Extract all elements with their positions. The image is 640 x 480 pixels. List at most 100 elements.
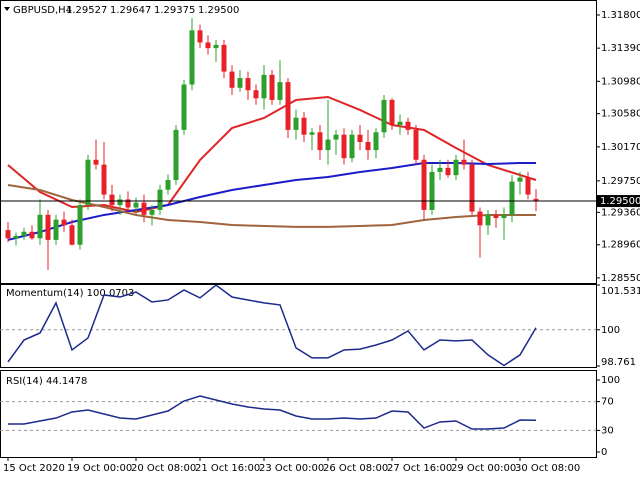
candle-body — [69, 225, 75, 245]
x-tick-label: 30 Oct 08:00 — [515, 463, 580, 474]
candle-body — [253, 90, 259, 99]
candle-body — [77, 205, 83, 245]
candle-body — [365, 141, 371, 151]
y-tick-label: 98.761 — [601, 357, 636, 368]
momentum-title: Momentum(14) 100.0703 — [6, 288, 134, 299]
last-price-label: 1.29500 — [600, 196, 640, 207]
y-tick-label: 30 — [601, 425, 614, 436]
candle-body — [221, 44, 227, 72]
candle-body — [325, 139, 331, 151]
candle-body — [269, 74, 275, 100]
candle-body — [349, 134, 355, 159]
candle-body — [333, 134, 339, 140]
candle-body — [157, 189, 163, 210]
candle-body — [301, 117, 307, 135]
y-tick-label: 1.31800 — [601, 10, 640, 21]
candle-body — [453, 159, 459, 176]
candle-body — [245, 78, 251, 91]
candle-body — [125, 199, 131, 208]
candle-body — [509, 181, 515, 215]
panel-frame — [0, 284, 597, 368]
candle-body — [517, 177, 523, 182]
candle-body — [197, 30, 203, 43]
candle-body — [293, 117, 299, 130]
y-tick-label: 101.5315 — [601, 286, 640, 297]
candle-body — [117, 199, 123, 206]
candle-body — [437, 167, 443, 172]
candle-body — [229, 71, 235, 88]
candle-body — [37, 214, 43, 239]
candle-body — [21, 231, 27, 236]
candle-body — [525, 177, 531, 195]
x-tick-label: 27 Oct 16:00 — [387, 463, 452, 474]
panel-frame — [0, 370, 597, 458]
y-tick-label: 1.29750 — [601, 176, 640, 187]
y-tick-label: 0 — [601, 447, 607, 458]
candle-body — [181, 84, 187, 130]
candle-body — [277, 82, 283, 100]
candle-body — [237, 78, 243, 88]
menu-arrow — [4, 7, 10, 11]
candle-body — [133, 202, 139, 208]
candle-body — [61, 219, 67, 226]
candle-body — [373, 132, 379, 151]
x-tick-label: 21 Oct 16:00 — [195, 463, 260, 474]
candle-body — [5, 230, 11, 239]
candle-body — [317, 132, 323, 151]
candle-body — [421, 159, 427, 210]
y-tick-label: 100 — [601, 325, 620, 336]
y-tick-label: 100 — [601, 375, 620, 386]
candle-body — [485, 214, 491, 226]
candle-body — [309, 132, 315, 135]
x-tick-label: 15 Oct 2020 — [3, 463, 65, 474]
x-tick-label: 20 Oct 08:00 — [131, 463, 196, 474]
candle-body — [397, 121, 403, 125]
candle-body — [93, 159, 99, 165]
candle-body — [53, 219, 59, 240]
candle-body — [445, 167, 451, 176]
candle-body — [29, 231, 35, 239]
candle-body — [469, 164, 475, 212]
candle-body — [101, 164, 107, 195]
last-price-box — [597, 195, 640, 208]
indicator-line — [8, 395, 537, 430]
candle-body — [389, 99, 395, 125]
candle-body — [13, 235, 19, 239]
panel-frame — [0, 0, 597, 284]
candle-body — [493, 214, 499, 219]
candle-body — [477, 211, 483, 226]
header-open: 1.29527 — [66, 5, 107, 16]
candle-body — [413, 129, 419, 160]
candle-body — [533, 198, 539, 202]
candle-body — [141, 202, 147, 215]
candle-body — [405, 121, 411, 130]
candle-body — [213, 44, 219, 49]
y-tick-label: 1.31390 — [601, 43, 640, 54]
moving-average — [7, 162, 536, 241]
y-tick-label: 70 — [601, 397, 614, 408]
x-tick-label: 19 Oct 00:00 — [67, 463, 132, 474]
candle-body — [149, 209, 155, 215]
candle-body — [45, 214, 51, 240]
header-low: 1.29375 — [154, 5, 195, 16]
rsi-title: RSI(14) 44.1478 — [6, 376, 87, 387]
candle-body — [501, 214, 507, 219]
candle-body — [285, 82, 291, 130]
candle-body — [109, 194, 115, 206]
moving-average — [7, 184, 536, 228]
candle-body — [461, 159, 467, 165]
candle-body — [261, 74, 267, 99]
candle-body — [173, 129, 179, 181]
candle-body — [429, 171, 435, 210]
candle-body — [205, 42, 211, 49]
candle-body — [341, 134, 347, 159]
y-tick-label: 1.29360 — [601, 207, 640, 218]
x-tick-label: 23 Oct 00:00 — [259, 463, 324, 474]
chart-title: GBPUSD,H4 — [13, 5, 72, 16]
y-tick-label: 1.28960 — [601, 240, 640, 251]
candle-body — [165, 180, 171, 190]
indicator-line — [7, 284, 537, 367]
